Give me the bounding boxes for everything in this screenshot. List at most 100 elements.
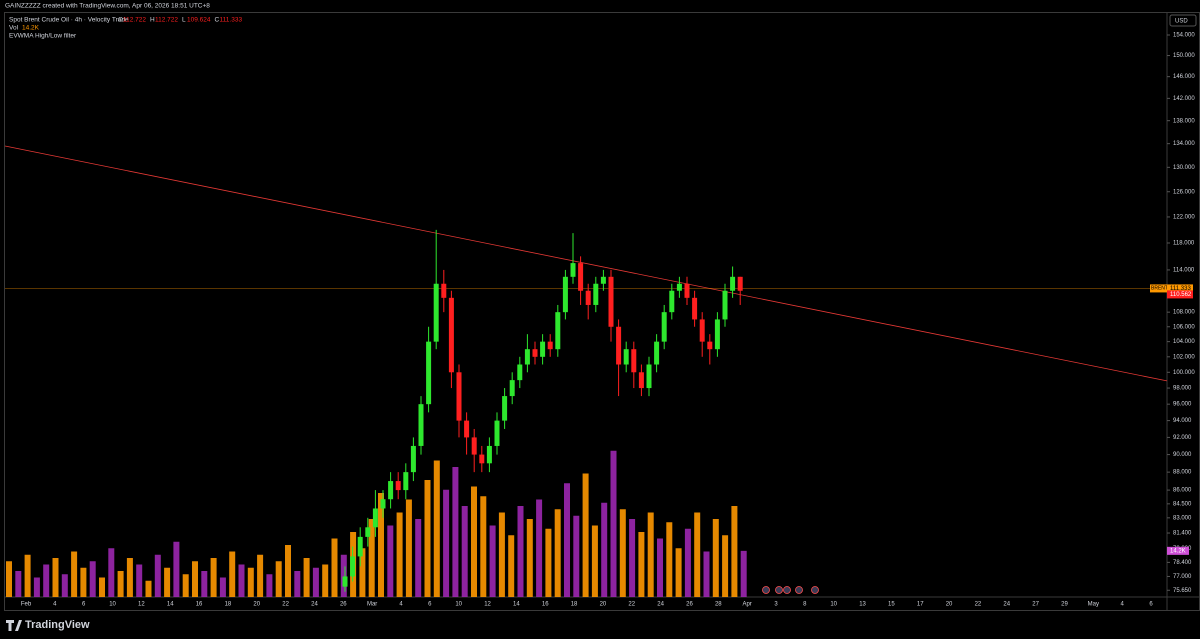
volume-bar: [536, 499, 543, 597]
candle-body: [464, 420, 470, 438]
volume-bar: [359, 548, 366, 597]
y-tick-label: 75.650: [1173, 588, 1192, 594]
x-tick-label: 24: [311, 602, 318, 608]
volume-bar: [564, 483, 570, 597]
x-tick-label: 10: [109, 602, 116, 608]
x-tick-label: 6: [428, 602, 432, 608]
readout-value: 112.722: [123, 17, 146, 24]
volume-bar: [526, 519, 533, 597]
currency-box[interactable]: [1169, 14, 1197, 27]
x-tick-label: 12: [138, 602, 145, 608]
candle-body: [418, 404, 424, 446]
volume-bar: [480, 496, 487, 597]
y-tick-label: 84.500: [1173, 501, 1192, 507]
candle-body: [676, 283, 682, 291]
volume-bar: [443, 489, 450, 597]
candle-body: [486, 445, 492, 464]
volume-bar: [15, 571, 22, 597]
y-tick-label: 150.000: [1173, 53, 1195, 59]
x-tick-label: 14: [167, 602, 174, 608]
candle-body: [707, 341, 713, 350]
y-tick-label: 146.000: [1173, 74, 1195, 80]
event-icon: [811, 586, 819, 594]
x-tick-label: Feb: [21, 602, 32, 608]
x-tick-label: 28: [715, 602, 722, 608]
volume-bar: [703, 551, 710, 597]
x-tick-label: 4: [1120, 602, 1124, 608]
y-tick-label: 114.000: [1173, 268, 1195, 274]
candle-body: [502, 396, 508, 421]
candle-body: [562, 276, 568, 313]
event-icon: [795, 586, 803, 594]
candle-body: [350, 556, 356, 577]
x-tick-label: 26: [686, 602, 693, 608]
volume-bar: [731, 506, 738, 597]
candle-body: [532, 349, 538, 357]
candle-body: [342, 576, 348, 587]
volume-bar: [740, 550, 747, 597]
volume-bar: [498, 512, 505, 597]
x-tick-label: 29: [1061, 602, 1068, 608]
candle-body: [730, 276, 736, 291]
y-tick-label: 154.000: [1173, 33, 1195, 39]
x-tick-label: 16: [196, 602, 203, 608]
candle-body: [578, 263, 584, 291]
candle-body: [540, 341, 546, 357]
volume-bar: [433, 460, 440, 597]
volume-bar: [71, 551, 78, 597]
volume-bar: [452, 467, 459, 597]
x-tick-label: 6: [1149, 602, 1153, 608]
volume-bar: [6, 561, 12, 597]
volume-bar: [238, 564, 245, 597]
x-tick-label: Mar: [367, 602, 377, 608]
candle-body: [524, 349, 530, 365]
volume-bar: [126, 558, 133, 597]
volume-bar: [694, 512, 701, 597]
event-icon: [783, 586, 791, 594]
candle-body: [661, 312, 667, 342]
y-tick-label: 130.000: [1173, 165, 1195, 171]
volume-bar: [368, 519, 375, 597]
volume-bar: [285, 545, 291, 597]
y-tick-label: 108.000: [1173, 310, 1195, 316]
y-tick-label: 92.000: [1173, 435, 1192, 441]
symbol-tag: [1150, 284, 1167, 293]
candle-body: [654, 341, 660, 365]
candles: [342, 229, 743, 592]
candle-body: [547, 341, 553, 350]
x-tick-label: 20: [253, 602, 260, 608]
volume-bar: [554, 509, 561, 597]
candle-body: [403, 472, 409, 491]
volume-bar: [666, 522, 673, 597]
y-tick-label: 90.000: [1173, 452, 1192, 458]
candle-body: [555, 312, 561, 350]
readout-value: 112.722: [155, 17, 178, 24]
candle-body: [722, 290, 728, 320]
y-tick-label: 106.000: [1173, 324, 1195, 330]
candle-body: [638, 372, 644, 389]
candle-body: [699, 319, 705, 342]
x-tick-label: 22: [975, 602, 982, 608]
x-tick-label: 3: [774, 602, 778, 608]
x-tick-label: Apr: [742, 602, 751, 608]
countdown-label: 110.562: [1170, 292, 1192, 298]
x-tick-label: 18: [225, 602, 232, 608]
candle-body: [372, 508, 378, 528]
readout-value: 111.333: [220, 17, 243, 24]
volume-bar: [545, 528, 552, 597]
x-tick-label: 20: [946, 602, 953, 608]
volume-bar: [117, 571, 124, 597]
last-price-label: 111.333: [1170, 286, 1191, 292]
volume-bar: [601, 502, 608, 597]
volume-bar: [461, 506, 468, 597]
volume-bar: [108, 548, 115, 597]
candle-body: [509, 380, 515, 397]
volume-bar: [396, 512, 403, 597]
volume-bar: [266, 574, 273, 597]
volume-bar: [675, 548, 682, 597]
x-tick-label: 26: [340, 602, 347, 608]
volume-bar: [89, 561, 96, 597]
y-tick-label: 142.000: [1173, 96, 1195, 102]
volume-bar: [229, 551, 236, 597]
